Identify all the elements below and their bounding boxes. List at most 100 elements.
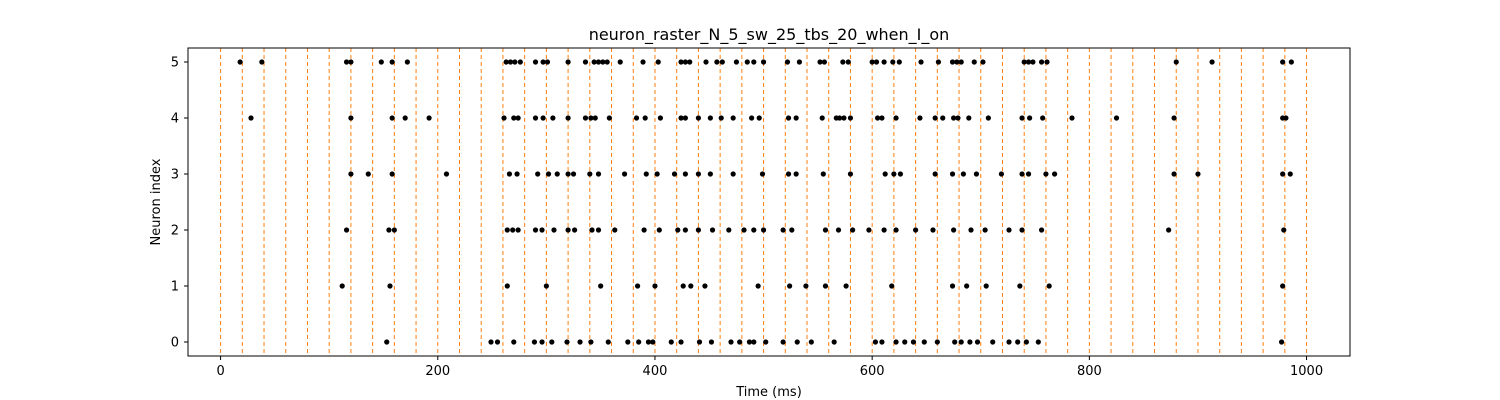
spike-point [1171, 115, 1177, 121]
spike-point [930, 227, 936, 233]
spike-point [507, 59, 514, 65]
spike-point [532, 115, 539, 121]
spike-point [866, 227, 872, 233]
spike-point [737, 339, 743, 345]
spike-point [822, 227, 829, 233]
spike-point [365, 171, 371, 177]
spike-point [751, 59, 757, 65]
spike-point [511, 115, 517, 121]
spike-point [951, 227, 957, 233]
spike-point [733, 59, 740, 65]
spike-point [634, 283, 641, 289]
y-tick-label: 4 [171, 112, 179, 127]
spike-point [940, 115, 946, 121]
spike-point [1019, 171, 1025, 177]
spike-point [1044, 59, 1050, 65]
spike-point [595, 171, 602, 177]
spike-point [577, 339, 583, 345]
spike-point [237, 59, 243, 65]
spike-point [514, 171, 520, 177]
spike-point [678, 115, 684, 121]
spike-point [587, 171, 593, 177]
x-axis-ticks: 0 200 400 600 800 1000 [216, 356, 1323, 379]
spike-point [565, 115, 571, 121]
spike-point [1195, 171, 1201, 177]
spike-point [682, 115, 688, 121]
spike-point [641, 227, 647, 233]
spike-point [384, 339, 390, 345]
spike-point [980, 59, 986, 65]
spike-point [551, 227, 557, 233]
spike-point [589, 227, 595, 233]
spike-point [695, 227, 702, 233]
spike-point [515, 115, 521, 121]
chart-title: neuron_raster_N_5_sw_25_tbs_20_when_I_on [589, 25, 950, 45]
spike-point [652, 283, 658, 289]
spike-point [1280, 59, 1286, 65]
spike-point [985, 115, 991, 121]
spike-point [588, 339, 594, 345]
spike-point [605, 339, 611, 345]
spike-point [443, 171, 450, 177]
x-tick-label: 400 [643, 364, 668, 379]
spike-point [501, 115, 507, 121]
spike-point [668, 339, 674, 345]
spike-point [389, 171, 395, 177]
spike-point [763, 339, 769, 345]
spike-point [794, 339, 800, 345]
spike-point [785, 115, 792, 121]
spike-point [746, 339, 753, 345]
spike-point [702, 283, 708, 289]
spike-point [532, 227, 539, 233]
spike-point [787, 283, 793, 289]
spike-point [565, 171, 571, 177]
spike-point [582, 59, 589, 65]
spike-point [973, 171, 980, 177]
spike-point [921, 339, 927, 345]
spike-point [387, 283, 393, 289]
spike-point [696, 339, 703, 345]
spike-point [893, 115, 899, 121]
spike-point [703, 59, 709, 65]
y-tick-label: 0 [171, 336, 179, 351]
spike-point [1017, 283, 1023, 289]
spike-point [789, 227, 795, 233]
spike-point [730, 115, 736, 121]
spike-point [913, 227, 919, 233]
spike-point [793, 171, 799, 177]
spike-point [820, 171, 826, 177]
spike-point [897, 171, 904, 177]
plot-frame [187, 47, 1351, 357]
spike-point [1280, 283, 1286, 289]
spike-point [847, 171, 854, 177]
spike-point [760, 227, 767, 233]
spike-point [951, 115, 957, 121]
spike-point [633, 115, 640, 121]
y-tick-label: 5 [171, 56, 179, 71]
spike-point [682, 227, 688, 233]
spike-point [760, 59, 767, 65]
x-tick-label: 800 [1077, 364, 1102, 379]
spike-point [642, 115, 648, 121]
spike-point [654, 171, 660, 177]
spike-point [1025, 171, 1032, 177]
spike-point [1171, 171, 1177, 177]
spike-point [759, 171, 766, 177]
spike-point [682, 59, 688, 65]
spike-point [636, 339, 642, 345]
spike-point [918, 59, 924, 65]
spike-point [1280, 171, 1286, 177]
spike-point [893, 227, 899, 233]
spike-point [893, 339, 899, 345]
spike-point [678, 339, 684, 345]
spike-point [845, 59, 851, 65]
spike-point [935, 59, 942, 65]
spike-point [1287, 171, 1293, 177]
spike-point [958, 339, 964, 345]
spike-point [741, 227, 747, 233]
spike-point [695, 171, 702, 177]
spike-point [600, 59, 606, 65]
spike-point [952, 339, 958, 345]
